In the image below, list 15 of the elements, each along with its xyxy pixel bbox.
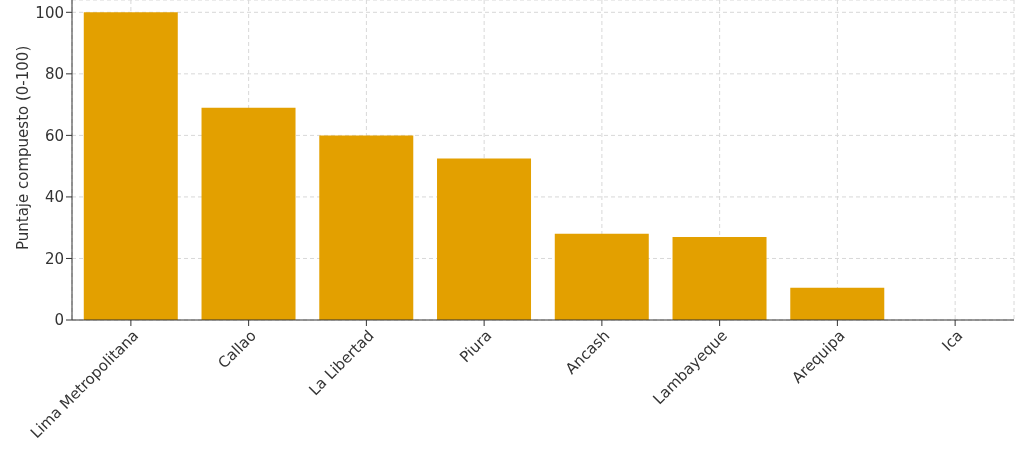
y-tick-label: 100 (35, 3, 64, 22)
bar (201, 107, 296, 320)
bar (790, 287, 885, 320)
bar (319, 135, 414, 320)
y-tick-label: 80 (44, 65, 64, 84)
bar (672, 236, 767, 320)
y-tick-label: 60 (44, 126, 64, 145)
bar (437, 158, 532, 320)
x-tick-label: Ica (938, 326, 967, 355)
y-tick-label: 0 (54, 311, 64, 330)
bar (554, 233, 649, 320)
y-axis-title: Puntaje compuesto (0-100) (14, 45, 33, 250)
y-tick-label: 40 (44, 188, 64, 207)
y-tick-label: 20 (44, 249, 64, 268)
bar (83, 12, 178, 320)
